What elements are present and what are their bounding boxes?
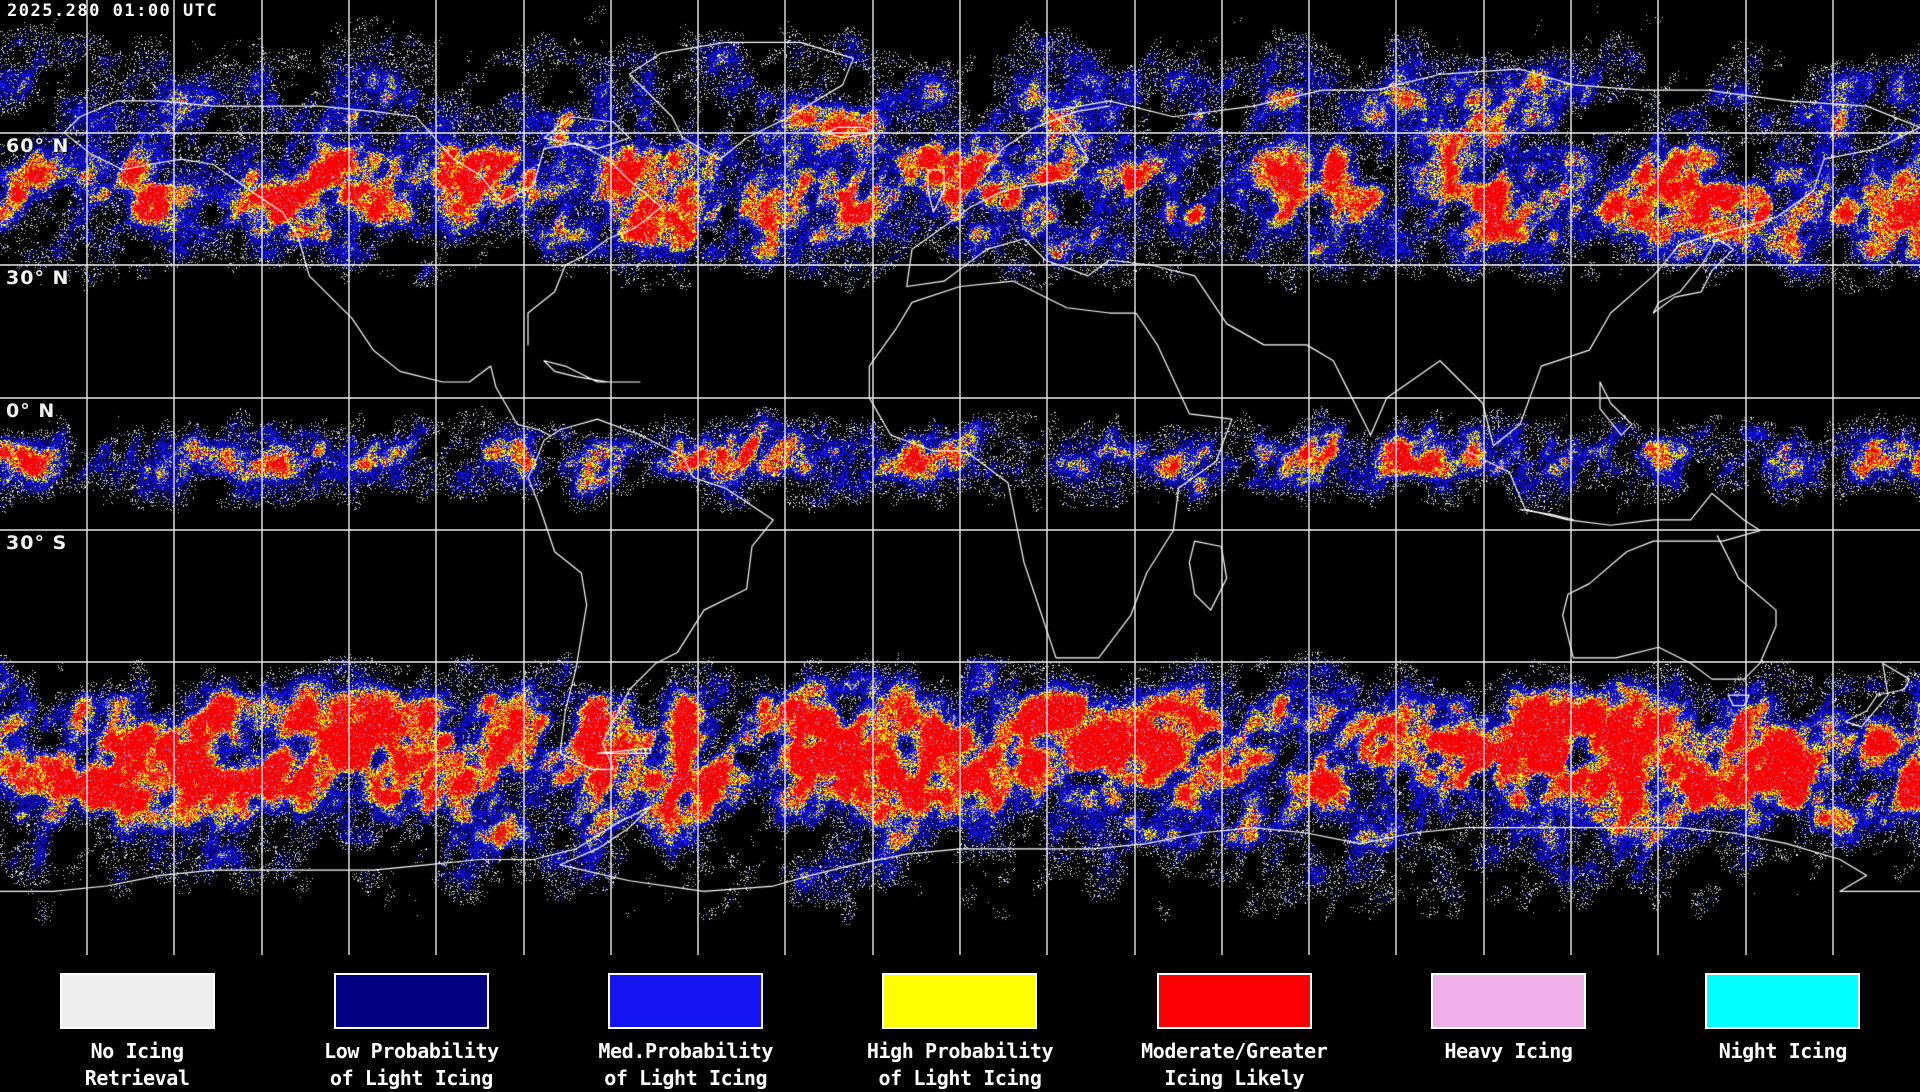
legend-swatch-night-icing bbox=[1705, 973, 1861, 1029]
legend-swatch-low-probability-light-icing bbox=[333, 973, 489, 1029]
legend-label-line2: Retrieval bbox=[84, 1066, 190, 1090]
latitude-label: 30° S bbox=[6, 532, 68, 554]
legend-swatch-no-icing-retrieval bbox=[59, 973, 215, 1029]
legend-label-line1: Heavy Icing bbox=[1444, 1039, 1573, 1063]
legend-label-low-probability-light-icing: Low Probability of Light Icing bbox=[324, 1038, 499, 1092]
legend-swatch-moderate-greater-icing-likely bbox=[1156, 973, 1312, 1029]
legend-label-heavy-icing: Heavy Icing bbox=[1445, 1038, 1573, 1065]
legend-label-med-probability-light-icing: Med.Probability of Light Icing bbox=[598, 1038, 773, 1092]
legend-label-line1: Night Icing bbox=[1718, 1039, 1847, 1063]
latitude-label: 30° N bbox=[6, 267, 70, 289]
legend-label-line2: of Light Icing bbox=[878, 1066, 1042, 1090]
legend-bar: No Icing Retrieval Low Probability of Light… bbox=[0, 955, 1920, 1090]
legend-label-line1: Low Probability bbox=[324, 1039, 499, 1063]
legend-swatch-high-probability-light-icing bbox=[882, 973, 1038, 1029]
legend-label-moderate-greater-icing-likely: Moderate/Greater Icing Likely bbox=[1141, 1038, 1328, 1092]
legend-label-high-probability-light-icing: High Probability of Light Icing bbox=[866, 1038, 1054, 1092]
legend-label-line2: Icing Likely bbox=[1164, 1066, 1305, 1090]
legend-label-line2: of Light Icing bbox=[604, 1066, 768, 1090]
legend-item-moderate-greater-icing-likely: Moderate/Greater Icing Likely bbox=[1097, 955, 1371, 1092]
legend-label-line1: No Icing bbox=[90, 1039, 185, 1063]
legend-label-line2: of Light Icing bbox=[329, 1066, 493, 1090]
legend-item-med-probability-light-icing: Med.Probability of Light Icing bbox=[549, 955, 823, 1092]
legend-label-no-icing-retrieval: No Icing Retrieval bbox=[85, 1038, 190, 1092]
latitude-label: 0° N bbox=[6, 400, 56, 422]
latitude-label: 60° N bbox=[6, 135, 70, 157]
legend-item-night-icing: Night Icing bbox=[1646, 955, 1920, 1065]
legend-swatch-med-probability-light-icing bbox=[608, 973, 764, 1029]
legend-label-line1: Med.Probability bbox=[598, 1039, 774, 1063]
timestamp-label: 2025.280 01:00 UTC bbox=[7, 1, 219, 21]
legend-item-low-probability-light-icing: Low Probability of Light Icing bbox=[274, 955, 548, 1092]
legend-item-high-probability-light-icing: High Probability of Light Icing bbox=[823, 955, 1097, 1092]
legend-label-line1: Moderate/Greater bbox=[1141, 1039, 1328, 1063]
icing-data-raster bbox=[0, 0, 1920, 955]
global-icing-map[interactable]: 60° N 30° N 0° N 30° S 2025.280 01:00 UTC bbox=[0, 0, 1920, 955]
legend-swatch-heavy-icing bbox=[1431, 973, 1587, 1029]
legend-label-night-icing: Night Icing bbox=[1719, 1038, 1847, 1065]
legend-label-line1: High Probability bbox=[866, 1039, 1054, 1063]
legend-item-no-icing-retrieval: No Icing Retrieval bbox=[0, 955, 274, 1092]
legend-item-heavy-icing: Heavy Icing bbox=[1371, 955, 1645, 1065]
